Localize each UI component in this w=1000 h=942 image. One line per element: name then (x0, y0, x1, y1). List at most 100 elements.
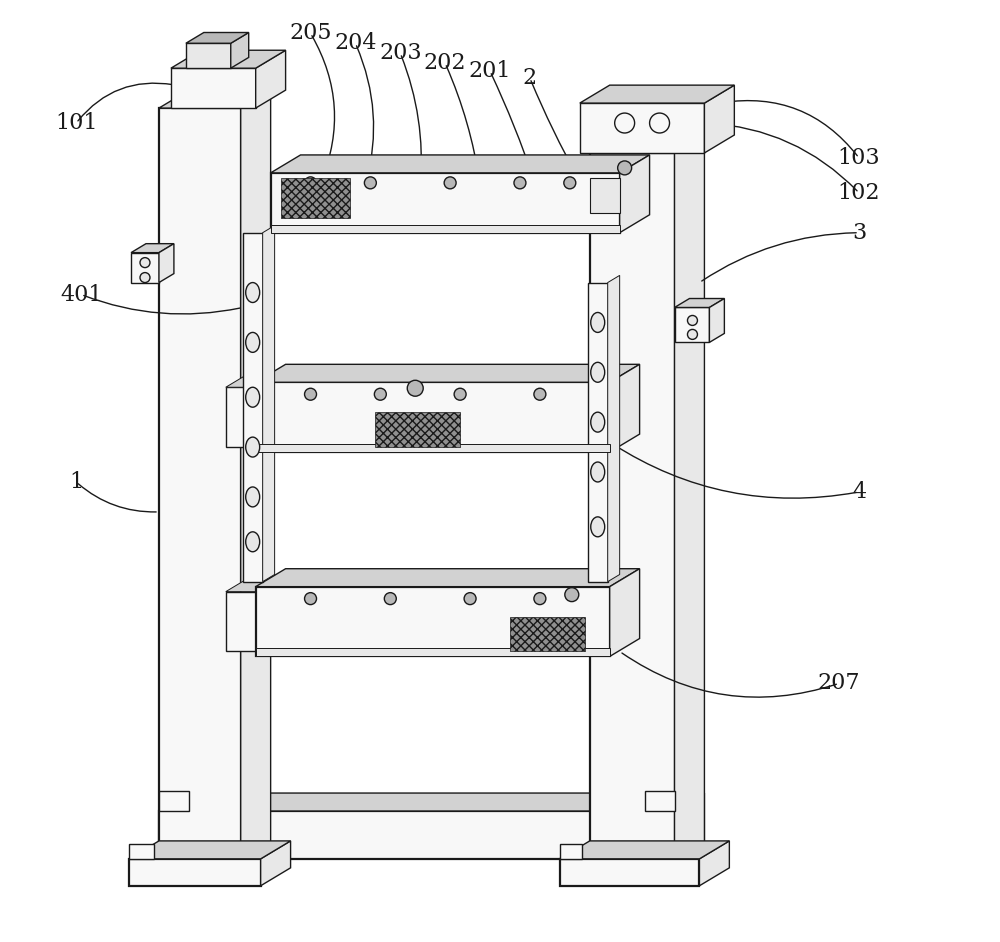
Polygon shape (281, 178, 350, 218)
Circle shape (374, 388, 386, 400)
Polygon shape (159, 90, 271, 108)
Circle shape (464, 593, 476, 605)
Polygon shape (675, 307, 709, 342)
Polygon shape (186, 32, 249, 43)
Circle shape (384, 593, 396, 605)
Text: 1: 1 (69, 471, 83, 493)
Polygon shape (129, 841, 291, 859)
Circle shape (687, 330, 697, 339)
Ellipse shape (246, 283, 260, 302)
Ellipse shape (246, 333, 260, 352)
Polygon shape (159, 811, 675, 859)
Text: 401: 401 (60, 284, 102, 305)
Polygon shape (171, 50, 286, 68)
Ellipse shape (246, 437, 260, 457)
Polygon shape (131, 244, 174, 252)
Polygon shape (241, 90, 271, 861)
Ellipse shape (591, 363, 605, 382)
Polygon shape (375, 413, 460, 447)
Circle shape (514, 177, 526, 188)
Polygon shape (131, 252, 159, 283)
Text: 202: 202 (424, 52, 466, 74)
Polygon shape (610, 569, 640, 657)
Text: 2: 2 (523, 67, 537, 89)
Polygon shape (620, 154, 650, 233)
Circle shape (305, 388, 317, 400)
Polygon shape (560, 841, 729, 859)
Polygon shape (256, 648, 610, 657)
Circle shape (364, 177, 376, 188)
Polygon shape (675, 299, 724, 307)
Polygon shape (261, 841, 291, 885)
Text: 4: 4 (852, 481, 866, 503)
Text: 207: 207 (818, 673, 860, 694)
Polygon shape (560, 859, 699, 885)
Polygon shape (186, 43, 231, 68)
Polygon shape (159, 108, 241, 861)
Polygon shape (231, 32, 249, 68)
Polygon shape (580, 85, 734, 103)
Text: 102: 102 (838, 182, 880, 203)
Polygon shape (608, 275, 620, 581)
Circle shape (140, 272, 150, 283)
Polygon shape (226, 581, 274, 592)
Polygon shape (709, 299, 724, 342)
Text: 103: 103 (838, 147, 880, 169)
Polygon shape (699, 841, 729, 885)
Polygon shape (226, 592, 256, 652)
Polygon shape (510, 617, 585, 652)
Ellipse shape (591, 313, 605, 333)
Polygon shape (256, 382, 610, 452)
Polygon shape (590, 178, 620, 213)
Circle shape (305, 593, 317, 605)
Polygon shape (271, 225, 620, 233)
Polygon shape (171, 68, 256, 108)
Text: 204: 204 (334, 32, 377, 55)
Polygon shape (645, 791, 675, 811)
Circle shape (305, 177, 317, 188)
Polygon shape (271, 154, 650, 173)
Polygon shape (129, 844, 154, 859)
Text: 201: 201 (469, 60, 511, 82)
Ellipse shape (246, 487, 260, 507)
Circle shape (407, 381, 423, 397)
Polygon shape (590, 135, 704, 153)
Circle shape (650, 113, 670, 133)
Polygon shape (256, 365, 640, 382)
Text: 203: 203 (379, 42, 422, 64)
Polygon shape (256, 569, 640, 587)
Polygon shape (226, 377, 274, 387)
Polygon shape (704, 85, 734, 153)
Circle shape (615, 113, 635, 133)
Circle shape (454, 388, 466, 400)
Polygon shape (159, 793, 704, 811)
Ellipse shape (591, 413, 605, 432)
Polygon shape (675, 135, 704, 861)
Circle shape (565, 588, 579, 602)
Ellipse shape (246, 387, 260, 407)
Polygon shape (675, 793, 704, 859)
Polygon shape (226, 387, 256, 447)
Circle shape (564, 177, 576, 188)
Polygon shape (159, 244, 174, 283)
Circle shape (140, 257, 150, 268)
Polygon shape (256, 587, 610, 657)
Polygon shape (580, 103, 704, 153)
Circle shape (534, 593, 546, 605)
Circle shape (687, 316, 697, 325)
Polygon shape (588, 283, 608, 581)
Ellipse shape (591, 517, 605, 537)
Circle shape (534, 388, 546, 400)
Polygon shape (271, 173, 620, 233)
Polygon shape (263, 225, 275, 581)
Polygon shape (610, 365, 640, 452)
Ellipse shape (246, 532, 260, 552)
Circle shape (618, 161, 632, 175)
Circle shape (444, 177, 456, 188)
Ellipse shape (591, 462, 605, 482)
Polygon shape (243, 233, 263, 581)
Polygon shape (129, 859, 261, 885)
Polygon shape (159, 791, 189, 811)
Polygon shape (560, 844, 582, 859)
Text: 205: 205 (289, 23, 332, 44)
